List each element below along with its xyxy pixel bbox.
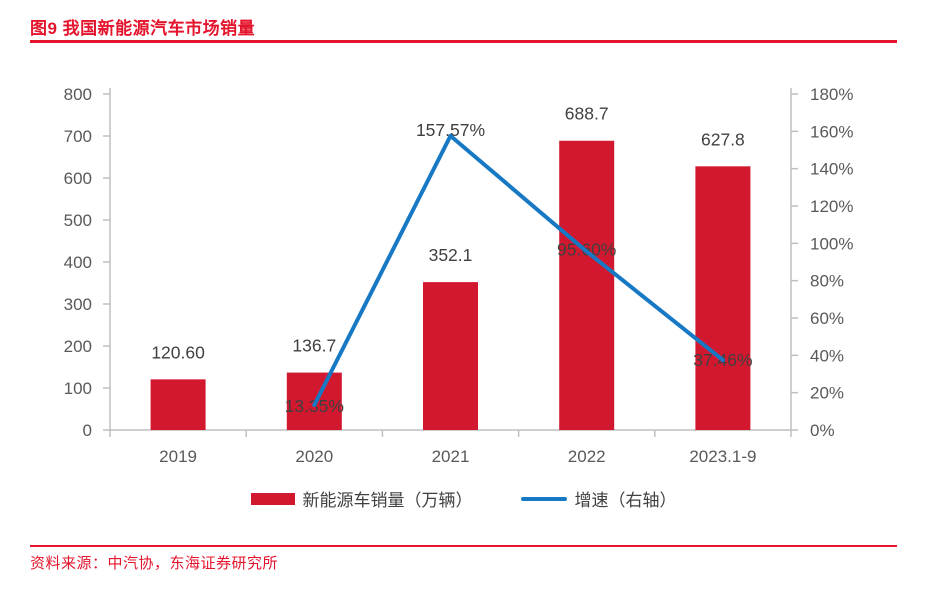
x-axis-category-label: 2019 (159, 447, 197, 466)
right-axis-tick-label: 40% (810, 346, 844, 365)
footer-divider (30, 545, 897, 547)
left-axis-tick-label: 600 (64, 169, 92, 188)
sales-bar-2023.1-9 (695, 166, 751, 430)
right-axis-tick-label: 80% (810, 272, 844, 291)
bar-series-swatch (250, 492, 295, 505)
left-axis-tick-label: 700 (64, 127, 92, 146)
bar-value-label: 352.1 (429, 245, 473, 265)
right-axis-tick-label: 20% (810, 384, 844, 403)
left-axis-tick-label: 100 (64, 379, 92, 398)
legend-item-growth: 增速（右轴） (520, 486, 677, 511)
x-axis-category-label: 2022 (568, 447, 606, 466)
right-axis-tick-label: 140% (810, 160, 853, 179)
x-axis-category-label: 2021 (432, 447, 470, 466)
source-note: 资料来源：中汽协，东海证券研究所 (30, 555, 279, 572)
title-divider (30, 40, 897, 43)
left-axis-tick-label: 300 (64, 295, 92, 314)
bar-value-label: 136.7 (292, 336, 336, 356)
right-axis-tick-label: 100% (810, 234, 853, 253)
sales-bar-2021 (423, 282, 478, 430)
left-axis-tick-label: 200 (64, 337, 92, 356)
bar-value-label: 627.8 (701, 129, 745, 149)
x-axis-category-label: 2023.1-9 (689, 447, 756, 466)
legend-label-sales: 新能源车销量（万辆） (302, 491, 473, 510)
legend-item-sales: 新能源车销量（万辆） (250, 486, 473, 511)
right-axis-tick-label: 60% (810, 309, 844, 328)
chart-legend: 新能源车销量（万辆） 增速（右轴） (0, 486, 927, 511)
right-axis-tick-label: 120% (810, 197, 853, 216)
growth-value-label: 157.57% (416, 120, 485, 140)
right-axis-tick-label: 0% (810, 421, 835, 440)
growth-rate-line (312, 133, 725, 408)
left-axis-tick-label: 400 (64, 253, 92, 272)
bar-value-label: 688.7 (565, 104, 609, 124)
legend-label-growth: 增速（右轴） (574, 491, 677, 510)
left-axis-tick-label: 0 (83, 421, 92, 440)
line-series-swatch (520, 496, 567, 501)
sales-bar-2019 (150, 379, 206, 430)
left-axis-tick-label: 500 (64, 211, 92, 230)
x-axis-category-label: 2020 (295, 447, 333, 466)
sales-bar-2022 (559, 140, 615, 430)
figure-title: 图9 我国新能源汽车市场销量 (30, 19, 256, 38)
left-axis-tick-label: 800 (64, 85, 92, 104)
right-axis-tick-label: 180% (810, 85, 853, 104)
bar-value-label: 120.60 (151, 342, 205, 362)
right-axis-tick-label: 160% (810, 122, 853, 141)
